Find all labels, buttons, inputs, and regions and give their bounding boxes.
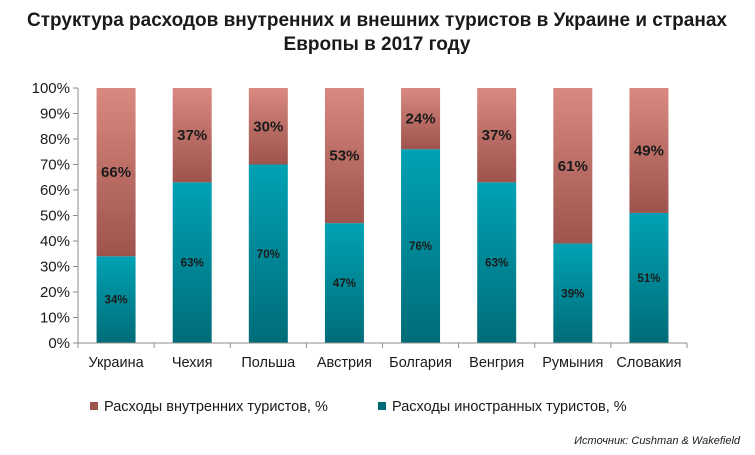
- x-category-label: Словакия: [616, 355, 681, 371]
- legend: Расходы внутренних туристов, % Расходы ин…: [90, 399, 627, 415]
- data-label-domestic: 37%: [482, 127, 512, 144]
- y-tick-label: 40%: [40, 233, 70, 250]
- bar-foreign-segment: [477, 182, 517, 343]
- data-label-domestic: 24%: [406, 111, 436, 128]
- bar-domestic-segment: [248, 88, 288, 165]
- y-tick-label: 100%: [32, 80, 70, 97]
- data-label-foreign: 63%: [485, 258, 508, 270]
- chart-title-line-2: Европы в 2017 году: [284, 34, 471, 55]
- bar-foreign-segment: [629, 212, 669, 343]
- legend-swatch: [378, 402, 386, 410]
- y-tick-label: 60%: [40, 182, 70, 199]
- data-label-domestic: 49%: [634, 142, 664, 159]
- x-category-label: Чехия: [172, 355, 213, 371]
- y-tick-label: 80%: [40, 131, 70, 148]
- data-label-domestic: 61%: [558, 158, 588, 175]
- bar-domestic-segment: [401, 88, 441, 150]
- y-tick-label: 30%: [40, 259, 70, 276]
- data-label-foreign: 47%: [333, 278, 356, 290]
- x-axis: Украина Чехия Польша Австрия Болгария Венгрия…: [77, 342, 688, 371]
- y-axis: 0% 10% 20% 30% 40% 50% 60% 70% 80% 90% 100%: [32, 80, 79, 352]
- data-label-foreign: 63%: [181, 258, 204, 270]
- y-tick-label: 70%: [40, 157, 70, 174]
- bar-foreign-segment: [553, 243, 593, 343]
- legend-swatch: [90, 402, 98, 410]
- bar-domestic-segment: [477, 88, 517, 183]
- y-tick-label: 0%: [48, 335, 70, 352]
- bar-foreign-segment: [324, 223, 364, 343]
- data-label-domestic: 30%: [253, 118, 283, 135]
- x-category-label: Украина: [88, 355, 144, 371]
- legend-label: Расходы внутренних туристов, %: [104, 399, 328, 415]
- y-tick-label: 50%: [40, 208, 70, 225]
- bar-domestic-segment: [172, 88, 212, 183]
- data-label-domestic: 66%: [101, 164, 131, 181]
- bar-domestic-segment: [553, 88, 593, 244]
- data-label-foreign: 39%: [561, 288, 584, 300]
- y-tick-label: 20%: [40, 284, 70, 301]
- data-label-foreign: 76%: [409, 241, 432, 253]
- data-label-foreign: 34%: [105, 295, 128, 307]
- source-note: Источник: Cushman & Wakefield: [574, 435, 741, 447]
- data-label-domestic: 37%: [177, 127, 207, 144]
- data-label-foreign: 70%: [257, 249, 280, 261]
- bar-domestic-segment: [324, 88, 364, 224]
- bar-foreign-segment: [96, 256, 136, 343]
- y-tick-label: 90%: [40, 106, 70, 123]
- x-category-label: Венгрия: [469, 355, 524, 371]
- y-tick-label: 10%: [40, 310, 70, 327]
- chart-title-line-1: Структура расходов внутренних и внешних …: [27, 10, 727, 31]
- bar-foreign-segment: [172, 182, 212, 343]
- x-category-label: Австрия: [317, 355, 372, 371]
- data-label-foreign: 51%: [637, 273, 660, 285]
- bar-foreign-segment: [248, 164, 288, 343]
- bar-domestic-segment: [629, 88, 669, 213]
- x-category-label: Румыния: [542, 355, 603, 371]
- bar-domestic-segment: [96, 88, 136, 257]
- x-category-label: Польша: [241, 355, 296, 371]
- legend-label: Расходы иностранных туристов, %: [392, 399, 627, 415]
- x-category-label: Болгария: [389, 355, 452, 371]
- bar-foreign-segment: [401, 149, 441, 343]
- bars: 34% 66% 63% 37% 70% 30% 47% 53% 76% 24% 63% 37% 39% 6…: [96, 88, 669, 343]
- data-label-domestic: 53%: [329, 148, 359, 165]
